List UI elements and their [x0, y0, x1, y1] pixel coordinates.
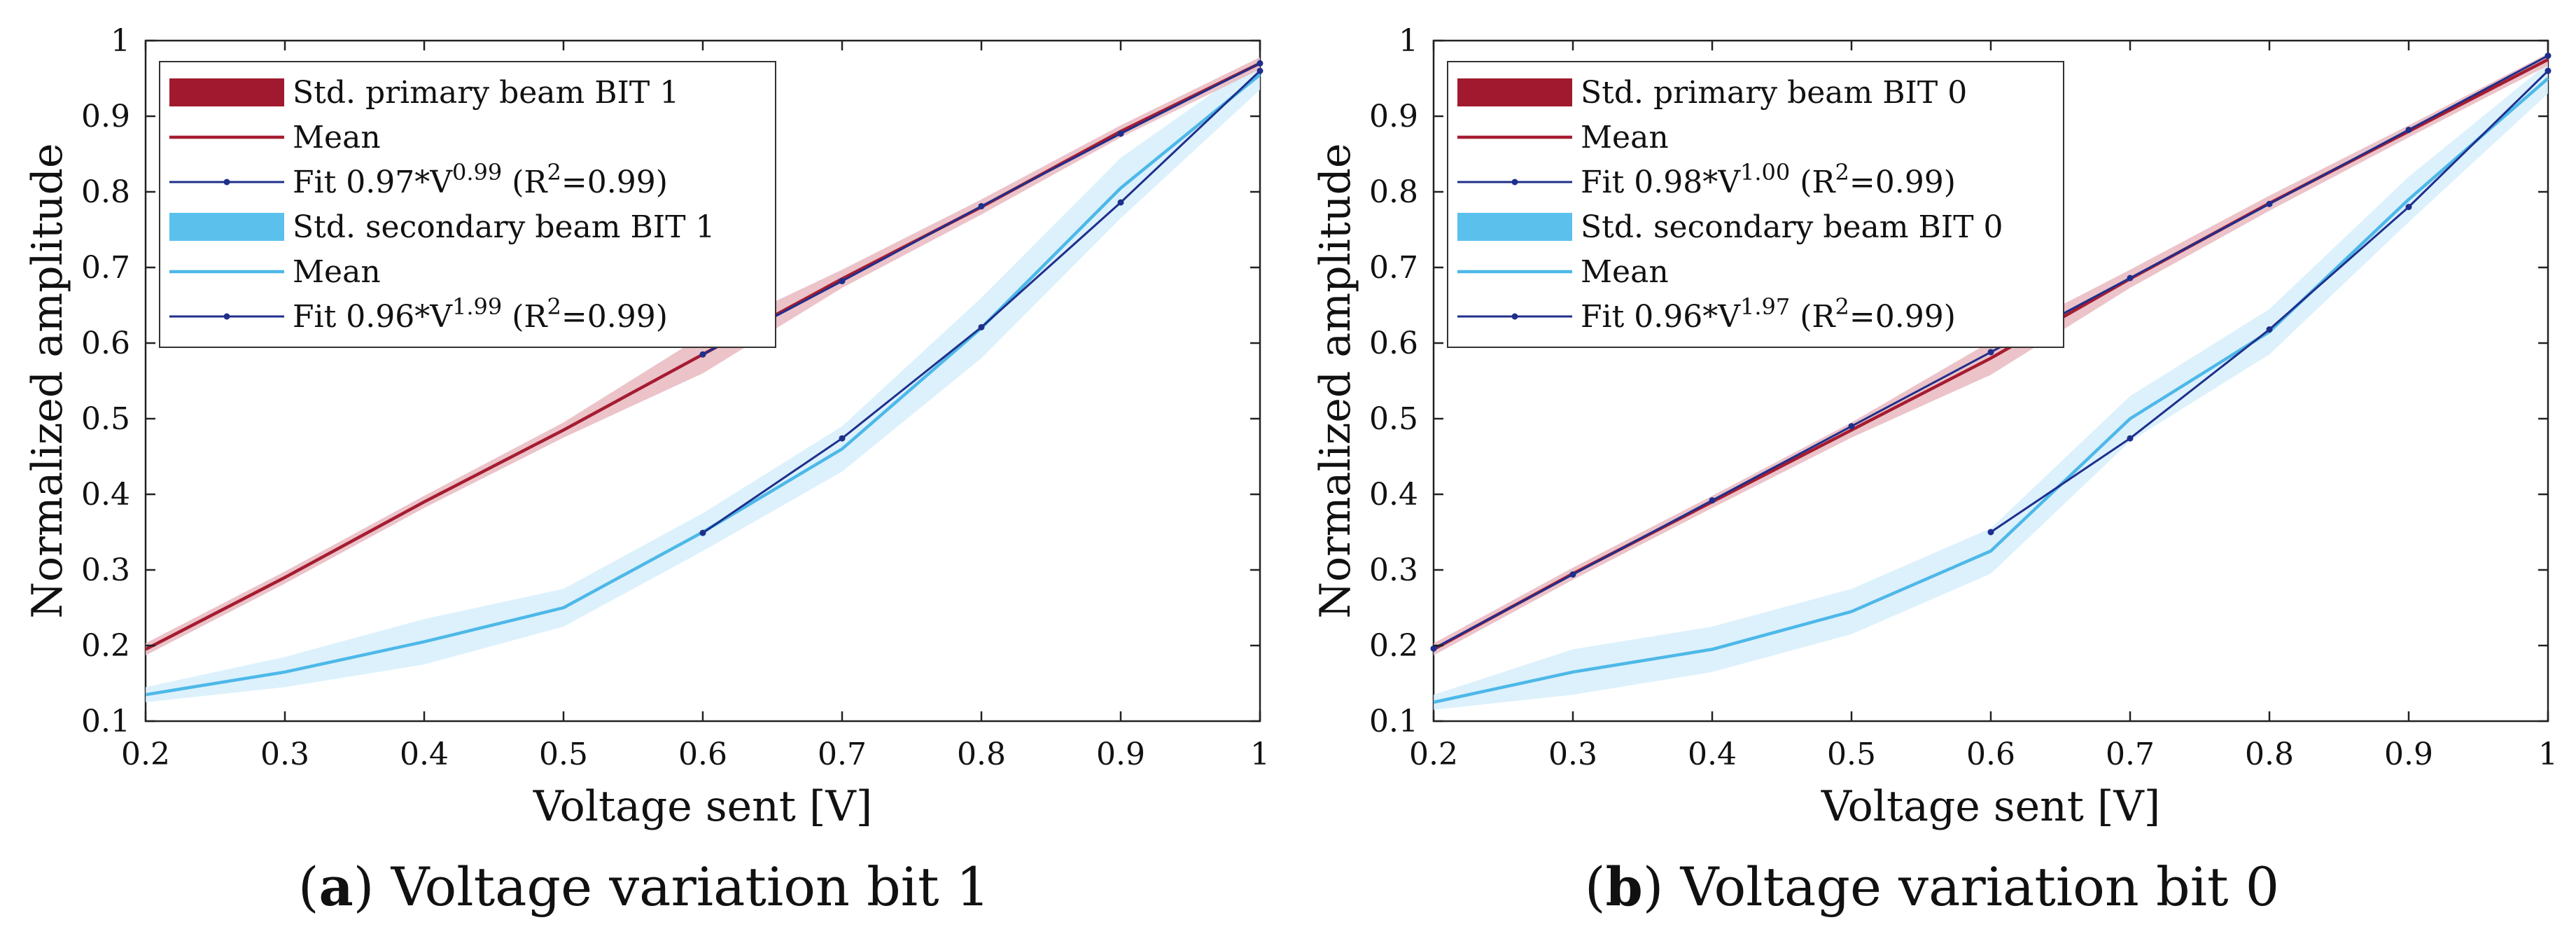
chart-a-y-tick-label: 0.9 — [81, 99, 130, 134]
chart-a-x-tick-label: 0.4 — [400, 737, 449, 772]
chart-a-y-tick-label: 0.6 — [81, 326, 130, 361]
chart-a-fit-point — [1117, 199, 1124, 206]
chart-panel-a: 0.2 0.3 0.4 0.5 0.6 0.7 0.8 0.9 1 0.1 0.2 0.3 0.4 0.5… — [23, 23, 1270, 918]
chart-a-legend-label: Fit 0.96*V1.99 (R2=0.99) — [293, 293, 668, 335]
caption-a: (a) Voltage variation bit 1 — [298, 856, 990, 918]
chart-a-fit-point — [978, 323, 985, 330]
chart-b-legend-label: Mean — [1581, 254, 1669, 290]
chart-b-fit-point — [1848, 423, 1855, 430]
chart-b-fit-point — [2266, 200, 2273, 207]
chart-b-fit-point — [1569, 571, 1576, 578]
chart-a-x-tick-label: 0.3 — [260, 737, 309, 772]
chart-b-x-tick-label: 0.2 — [1409, 737, 1458, 772]
caption-b-text: Voltage variation bit 0 — [1680, 856, 2280, 918]
chart-a-legend-swatch-fit-marker — [223, 313, 230, 320]
chart-a-fit-point — [1256, 60, 1264, 67]
chart-a-legend-swatch-fit-marker — [223, 179, 230, 186]
chart-a-fit-point — [1117, 130, 1124, 137]
chart-a-fit-point — [978, 203, 985, 210]
chart-b-x-tick-label: 0.6 — [1966, 737, 2015, 772]
chart-a-y-tick-label: 0.1 — [81, 704, 130, 739]
caption-a-letter: a — [318, 856, 354, 918]
chart-a-y-axis-label: Normalized amplitude — [23, 143, 72, 618]
chart-b-x-tick-label: 0.9 — [2384, 737, 2433, 772]
caption-b: (b) Voltage variation bit 0 — [1584, 856, 2280, 918]
chart-b-y-axis-label: Normalized amplitude — [1311, 143, 1360, 618]
chart-a-fit-point — [839, 277, 846, 284]
chart-a-fit-point — [839, 435, 846, 442]
chart-b-legend-label: Mean — [1581, 120, 1669, 155]
chart-a-legend-label: Fit 0.97*V0.99 (R2=0.99) — [293, 159, 668, 200]
caption-a-text: Voltage variation bit 1 — [391, 856, 990, 918]
chart-b-legend-label: Std. secondary beam BIT 0 — [1581, 209, 2003, 245]
chart-b-fit-point — [2266, 326, 2273, 333]
chart-b-y-tick-label: 0.3 — [1369, 552, 1418, 588]
chart-b-fit-point — [1430, 645, 1437, 652]
chart-a-y-tick-label: 0.7 — [81, 250, 130, 286]
chart-b-x-axis-label: Voltage sent [V] — [1821, 782, 2160, 831]
chart-b-y-tick-label: 0.7 — [1369, 250, 1418, 286]
caption-b-letter: b — [1605, 856, 1643, 918]
chart-b-x-tick-label: 0.8 — [2245, 737, 2294, 772]
chart-b-y-tick-label: 0.1 — [1369, 704, 1418, 739]
chart-b-fit-point — [2405, 204, 2412, 211]
chart-b-fit-point — [2127, 274, 2134, 281]
chart-b-legend-swatch-fit-marker — [1511, 313, 1518, 320]
chart-a-x-axis-label: Voltage sent [V] — [533, 782, 872, 831]
chart-a-x-tick-label: 0.9 — [1096, 737, 1145, 772]
chart-b-fit-point — [2405, 126, 2412, 133]
chart-a-fit-point — [1256, 67, 1264, 74]
chart-a-legend-label: Mean — [293, 254, 381, 290]
chart-b-y-tick-label: 0.8 — [1369, 174, 1418, 210]
chart-a-fit-point — [699, 351, 706, 358]
chart-a-y-tick-label: 0.3 — [81, 552, 130, 588]
chart-a-x-tick-label: 1 — [1250, 737, 1270, 772]
chart-a-legend-swatch-band — [169, 213, 284, 241]
chart-b-secondary-mean-line — [1433, 77, 2549, 704]
chart-a-x-tick-label: 0.7 — [818, 737, 867, 772]
chart-b-y-tick-label: 0.9 — [1369, 99, 1418, 134]
chart-b-x-tick-label: 0.5 — [1827, 737, 1876, 772]
chart-b-legend-swatch-band — [1457, 78, 1572, 106]
chart-a-fit-point — [699, 529, 706, 536]
chart-a-y-tick-label: 0.2 — [81, 628, 130, 664]
chart-b-legend-box — [1447, 61, 2064, 348]
chart-b-legend-swatch-band — [1457, 213, 1572, 241]
chart-a-legend-swatch-band — [169, 78, 284, 106]
chart-a-x-tick-label: 0.8 — [957, 737, 1006, 772]
chart-b-fit-point — [1987, 349, 1994, 356]
chart-b-fit-point — [2544, 67, 2552, 74]
chart-b-legend-label: Fit 0.98*V1.00 (R2=0.99) — [1581, 159, 1956, 200]
chart-b-legend-label: Std. primary beam BIT 0 — [1581, 75, 1967, 111]
chart-a-y-tick-label: 0.8 — [81, 174, 130, 210]
chart-a-y-tick-label: 1 — [111, 23, 130, 59]
chart-b-fit-point — [2544, 53, 2552, 60]
chart-b-y-tick-label: 0.6 — [1369, 326, 1418, 361]
chart-b-fit-point — [1987, 529, 1994, 536]
chart-a-legend-box — [159, 61, 776, 348]
chart-b-legend-swatch-fit-marker — [1511, 179, 1518, 186]
chart-a-legend-label: Mean — [293, 120, 381, 155]
chart-b-legend-label: Fit 0.96*V1.97 (R2=0.99) — [1581, 293, 1956, 335]
chart-b-fit-point — [2127, 435, 2134, 442]
chart-a-plot: 0.2 0.3 0.4 0.5 0.6 0.7 0.8 0.9 10.10.20.30.40.5… — [23, 23, 1270, 831]
chart-b-y-tick-label: 0.4 — [1369, 477, 1418, 513]
chart-b-y-tick-label: 0.2 — [1369, 628, 1418, 664]
chart-a-legend-label: Std. primary beam BIT 1 — [293, 75, 679, 111]
chart-a-legend-label: Std. secondary beam BIT 1 — [293, 209, 715, 245]
chart-a-x-tick-label: 0.2 — [121, 737, 170, 772]
chart-b-x-tick-label: 0.4 — [1688, 737, 1737, 772]
chart-panel-b: 0.2 0.3 0.4 0.5 0.6 0.7 0.8 0.9 1 0.1 0.2 0.3 0.4 0.5… — [1288, 0, 2576, 927]
chart-b-plot: 0.2 0.3 0.4 0.5 0.6 0.7 0.8 0.9 10.10.20.30.40.5… — [1311, 23, 2558, 831]
chart-b-y-tick-label: 1 — [1399, 23, 1418, 59]
chart-a-y-tick-label: 0.5 — [81, 401, 130, 437]
chart-b-fit-point — [1709, 497, 1716, 504]
chart-a-x-tick-label: 0.6 — [678, 737, 727, 772]
chart-a-y-tick-label: 0.4 — [81, 477, 130, 513]
chart-a-x-tick-label: 0.5 — [539, 737, 588, 772]
chart-b-x-tick-label: 0.3 — [1548, 737, 1597, 772]
chart-b-y-tick-label: 0.5 — [1369, 401, 1418, 437]
chart-b-x-tick-label: 1 — [2538, 737, 2558, 772]
chart-b-x-tick-label: 0.7 — [2106, 737, 2155, 772]
